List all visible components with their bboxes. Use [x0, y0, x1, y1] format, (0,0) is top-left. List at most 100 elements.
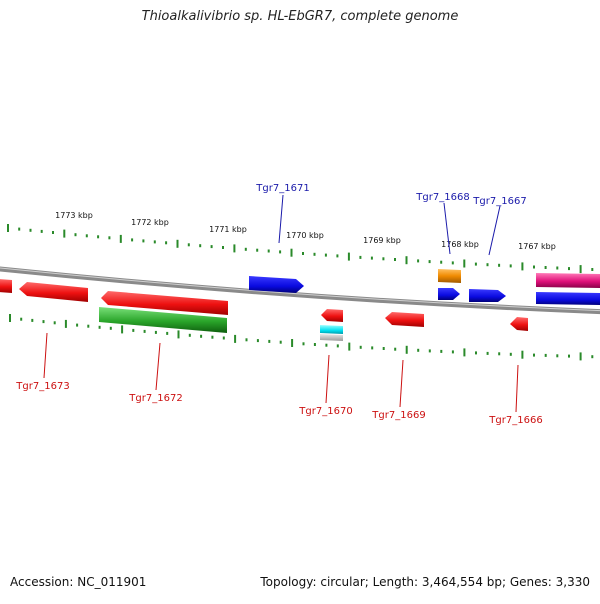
- minor-tick: [568, 354, 570, 358]
- genome-backbone: [0, 266, 600, 315]
- minor-tick: [74, 233, 77, 237]
- leader-line: [155, 342, 161, 391]
- scale-label: 1772 kbp: [131, 218, 169, 227]
- minor-tick: [29, 228, 32, 232]
- scale-label: 1770 kbp: [286, 231, 324, 240]
- genome-title: Thioalkalivibrio sp. HL-EbGR7, complete …: [141, 9, 459, 24]
- minor-tick: [533, 265, 535, 269]
- minor-tick: [591, 355, 594, 359]
- minor-tick: [509, 264, 512, 268]
- major-tick: [405, 345, 408, 354]
- minor-tick: [200, 334, 203, 338]
- minor-tick: [382, 347, 385, 350]
- minor-tick: [370, 256, 373, 260]
- gene-tgr7-1668-upper[interactable]: [438, 269, 461, 283]
- gene-label[interactable]: Tgr7_1671: [255, 183, 309, 194]
- leader-line: [399, 359, 404, 408]
- gene-label[interactable]: Tgr7_1673: [15, 381, 69, 392]
- gene-left-edge[interactable]: [0, 279, 12, 293]
- gene-magenta[interactable]: [536, 273, 600, 288]
- gene-tgr7-1668[interactable]: [438, 288, 460, 300]
- minor-tick: [325, 343, 328, 347]
- scale-ticks-outer: [7, 224, 594, 274]
- gene-label[interactable]: Tgr7_1668: [415, 192, 469, 203]
- minor-tick: [76, 323, 79, 327]
- minor-tick: [18, 227, 21, 231]
- minor-tick: [268, 339, 271, 343]
- major-tick: [290, 248, 293, 257]
- minor-tick: [85, 234, 88, 238]
- minor-tick: [222, 336, 225, 340]
- leader-line: [278, 194, 284, 244]
- minor-tick: [143, 329, 146, 333]
- minor-tick: [267, 249, 270, 253]
- minor-tick: [199, 244, 202, 248]
- reverse-genes: [0, 279, 528, 341]
- minor-tick: [556, 266, 559, 270]
- gene-tgr7-1669[interactable]: [385, 312, 424, 327]
- minor-tick: [53, 321, 56, 325]
- minor-tick: [336, 344, 339, 348]
- minor-tick: [153, 240, 156, 244]
- minor-tick: [154, 330, 157, 334]
- minor-tick: [359, 255, 362, 259]
- minor-tick: [42, 320, 45, 324]
- major-tick: [234, 334, 237, 343]
- gene-label[interactable]: Tgr7_1667: [472, 196, 526, 207]
- gene-tgr7-1670[interactable]: [321, 309, 343, 322]
- gene-label[interactable]: Tgr7_1669: [371, 410, 425, 421]
- gene-tgr7-1670-gray[interactable]: [320, 334, 343, 341]
- scale-label: 1769 kbp: [363, 236, 401, 245]
- gene-tgr7-1673[interactable]: [19, 282, 88, 302]
- leader-line: [488, 205, 501, 256]
- gene-tgr7-1667[interactable]: [469, 289, 506, 302]
- minor-tick: [417, 348, 420, 352]
- gene-label[interactable]: Tgr7_1666: [488, 415, 542, 426]
- gene-tgr7-1666[interactable]: [510, 317, 528, 331]
- minor-tick: [509, 352, 512, 356]
- minor-tick: [336, 254, 339, 258]
- minor-tick: [187, 243, 190, 247]
- minor-tick: [556, 354, 559, 358]
- scale-label: 1768 kbp: [441, 240, 479, 249]
- gene-tgr7-1670-cyan[interactable]: [320, 325, 343, 334]
- minor-tick: [31, 318, 34, 322]
- major-tick: [463, 259, 466, 268]
- leader-line: [443, 202, 451, 255]
- gene-blue-right[interactable]: [536, 292, 600, 305]
- major-tick: [405, 256, 408, 265]
- major-tick: [579, 352, 582, 361]
- minor-tick: [211, 335, 214, 339]
- minor-tick: [324, 253, 327, 257]
- minor-tick: [245, 338, 248, 342]
- scale-ticks-inner: [9, 314, 594, 361]
- minor-tick: [279, 250, 282, 254]
- major-tick: [7, 224, 9, 232]
- minor-tick: [20, 317, 23, 321]
- minor-tick: [210, 245, 213, 249]
- minor-tick: [359, 345, 362, 349]
- forward-genes: [249, 269, 600, 305]
- minor-tick: [498, 352, 501, 356]
- minor-tick: [222, 246, 224, 249]
- accession-label: Accession: NC_011901: [10, 575, 147, 589]
- major-tick: [119, 234, 122, 243]
- topology-label: Topology: circular; Length: 3,464,554 bp…: [260, 575, 590, 589]
- minor-tick: [313, 252, 316, 256]
- gene-label[interactable]: Tgr7_1670: [298, 406, 352, 417]
- major-tick: [9, 314, 11, 322]
- minor-tick: [451, 261, 454, 265]
- gene-tgr7-1672[interactable]: [101, 291, 228, 315]
- genome-backbone-highlight: [0, 267, 600, 312]
- major-tick: [348, 342, 351, 351]
- minor-tick: [188, 333, 191, 337]
- minor-tick: [98, 325, 101, 329]
- minor-tick: [40, 229, 43, 233]
- minor-tick: [244, 247, 247, 251]
- gene-tgr7-1671[interactable]: [249, 276, 304, 293]
- gene-tgr7-1672-green[interactable]: [99, 307, 227, 333]
- gene-label[interactable]: Tgr7_1672: [128, 393, 182, 404]
- major-tick: [233, 244, 236, 253]
